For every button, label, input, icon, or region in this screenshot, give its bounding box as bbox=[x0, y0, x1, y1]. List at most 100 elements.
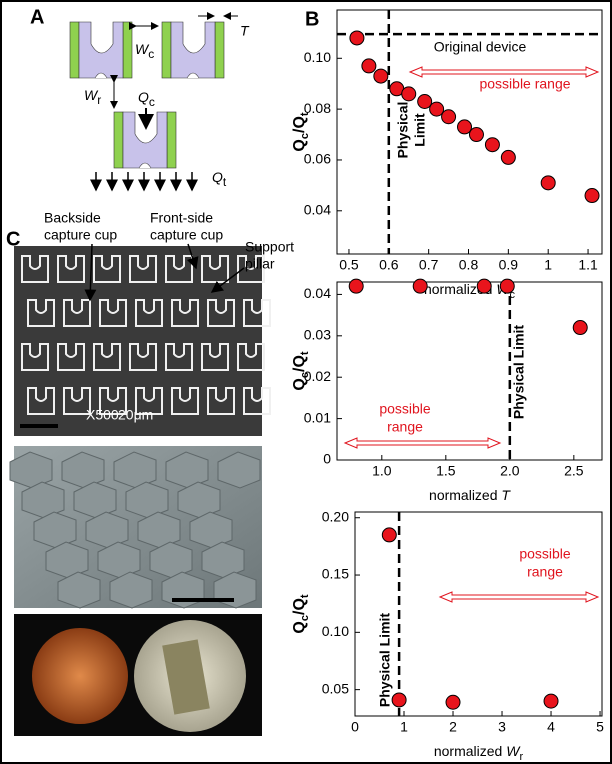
point bbox=[541, 176, 555, 190]
y-axis-label: Qc/Qt bbox=[291, 112, 311, 151]
y-tick-label: 0.01 bbox=[304, 409, 331, 425]
x-tick-label: 0.7 bbox=[419, 257, 439, 273]
x-tick-label: 0.9 bbox=[499, 257, 519, 273]
point bbox=[430, 102, 444, 116]
x-axis-label-part: normalized bbox=[429, 487, 501, 503]
annotation: Physical Limit bbox=[377, 613, 393, 707]
figure: A Wc T Wr Qc Qt X500 20μm C Backside cap… bbox=[0, 0, 612, 764]
x-tick-label: 1.5 bbox=[436, 463, 456, 479]
x-tick-label: 0.8 bbox=[459, 257, 479, 273]
annotation: possible range bbox=[479, 76, 570, 92]
x-axis-label-part: normalized bbox=[434, 743, 506, 759]
label: T bbox=[240, 23, 250, 39]
annotation: Physical bbox=[395, 102, 411, 159]
x-axis-label: normalized Wr bbox=[434, 743, 524, 763]
point bbox=[402, 87, 416, 101]
y-tick-label: 0.10 bbox=[304, 49, 331, 65]
x-tick-label: 2.5 bbox=[564, 463, 584, 479]
y-axis-label-part: /Q bbox=[291, 355, 308, 372]
point bbox=[485, 138, 499, 152]
x-tick-label: 0.5 bbox=[339, 257, 359, 273]
annotation: possible bbox=[379, 401, 431, 417]
point bbox=[374, 69, 388, 83]
x-tick-label: 5 bbox=[596, 719, 604, 735]
y-tick-label: 0.03 bbox=[304, 327, 331, 343]
y-axis-label: Qc/Qt bbox=[291, 351, 311, 390]
sem-text: 20μm bbox=[118, 407, 153, 423]
x-tick-label: 1.0 bbox=[372, 463, 392, 479]
y-axis-label-part: t bbox=[299, 594, 311, 598]
y-tick-label: 0.04 bbox=[304, 201, 331, 217]
x-axis-label: normalized T bbox=[429, 487, 511, 503]
y-tick-label: 0.15 bbox=[322, 566, 349, 582]
range-arrow bbox=[345, 438, 500, 448]
label: Qt bbox=[212, 169, 227, 189]
annotation: Limit bbox=[412, 113, 428, 147]
y-axis-label-part: Q bbox=[291, 378, 308, 390]
point bbox=[469, 128, 483, 142]
x-tick-label: 4 bbox=[547, 719, 555, 735]
x-axis-label-part: T bbox=[501, 487, 511, 503]
y-axis-label: Qc/Qt bbox=[291, 594, 311, 633]
y-tick-label: 0 bbox=[323, 451, 331, 467]
label: Qc bbox=[138, 89, 155, 109]
y-tick-label: 0.10 bbox=[322, 623, 349, 639]
x-axis-label-part: r bbox=[519, 751, 523, 763]
x-tick-label: 2.0 bbox=[500, 463, 520, 479]
point bbox=[362, 59, 376, 73]
annotation: Backside bbox=[44, 210, 101, 226]
plot-area bbox=[337, 282, 602, 460]
point bbox=[501, 150, 515, 164]
point bbox=[349, 279, 363, 293]
label: Wr bbox=[84, 87, 101, 107]
x-tick-label: 1.1 bbox=[578, 257, 598, 273]
annotation: possible bbox=[519, 546, 571, 562]
point bbox=[413, 279, 427, 293]
x-tick-label: 0.6 bbox=[379, 257, 399, 273]
point bbox=[573, 321, 587, 335]
annotation: Original device bbox=[434, 39, 527, 55]
point bbox=[442, 110, 456, 124]
annotation: Front-side bbox=[150, 210, 213, 226]
y-axis-label-part: Q bbox=[291, 139, 308, 151]
x-tick-label: 1 bbox=[400, 719, 408, 735]
range-arrow bbox=[440, 592, 598, 602]
point bbox=[382, 528, 396, 542]
y-axis-label-part: t bbox=[299, 112, 311, 116]
annotation: range bbox=[387, 419, 423, 435]
y-tick-label: 0.06 bbox=[304, 151, 331, 167]
panel-a: A Wc T Wr Qc Qt bbox=[30, 6, 250, 190]
panel-label: B bbox=[305, 8, 319, 30]
annotation: Support bbox=[245, 239, 294, 255]
x-tick-label: 1 bbox=[544, 257, 552, 273]
point bbox=[500, 279, 514, 293]
y-tick-label: 0.20 bbox=[322, 508, 349, 524]
y-tick-label: 0.04 bbox=[304, 285, 331, 301]
y-axis-label-part: t bbox=[299, 351, 311, 355]
point bbox=[477, 279, 491, 293]
panel-label: A bbox=[30, 6, 44, 28]
panel-label: C bbox=[6, 228, 20, 250]
point bbox=[544, 694, 558, 708]
y-axis-label-part: /Q bbox=[291, 598, 308, 615]
cup bbox=[70, 22, 132, 78]
annotation: Physical Limit bbox=[511, 325, 527, 419]
panel-c: X500 20μm C Backside capture cup Front-s… bbox=[6, 210, 294, 736]
annotation: range bbox=[527, 564, 563, 580]
x-tick-label: 0 bbox=[351, 719, 359, 735]
x-tick-label: 2 bbox=[449, 719, 457, 735]
point bbox=[458, 120, 472, 134]
point bbox=[418, 95, 432, 109]
point bbox=[585, 189, 599, 203]
y-axis-label-part: Q bbox=[291, 621, 308, 633]
y-axis-label-part: /Q bbox=[291, 116, 308, 133]
sem-text: X500 bbox=[86, 407, 119, 423]
annotation: pillar bbox=[245, 256, 275, 272]
x-tick-label: 3 bbox=[498, 719, 506, 735]
label: Wc bbox=[135, 41, 154, 61]
annotation: capture cup bbox=[150, 227, 223, 243]
point bbox=[392, 693, 406, 707]
point bbox=[446, 695, 460, 709]
point bbox=[350, 31, 364, 45]
y-tick-label: 0.05 bbox=[322, 680, 349, 696]
